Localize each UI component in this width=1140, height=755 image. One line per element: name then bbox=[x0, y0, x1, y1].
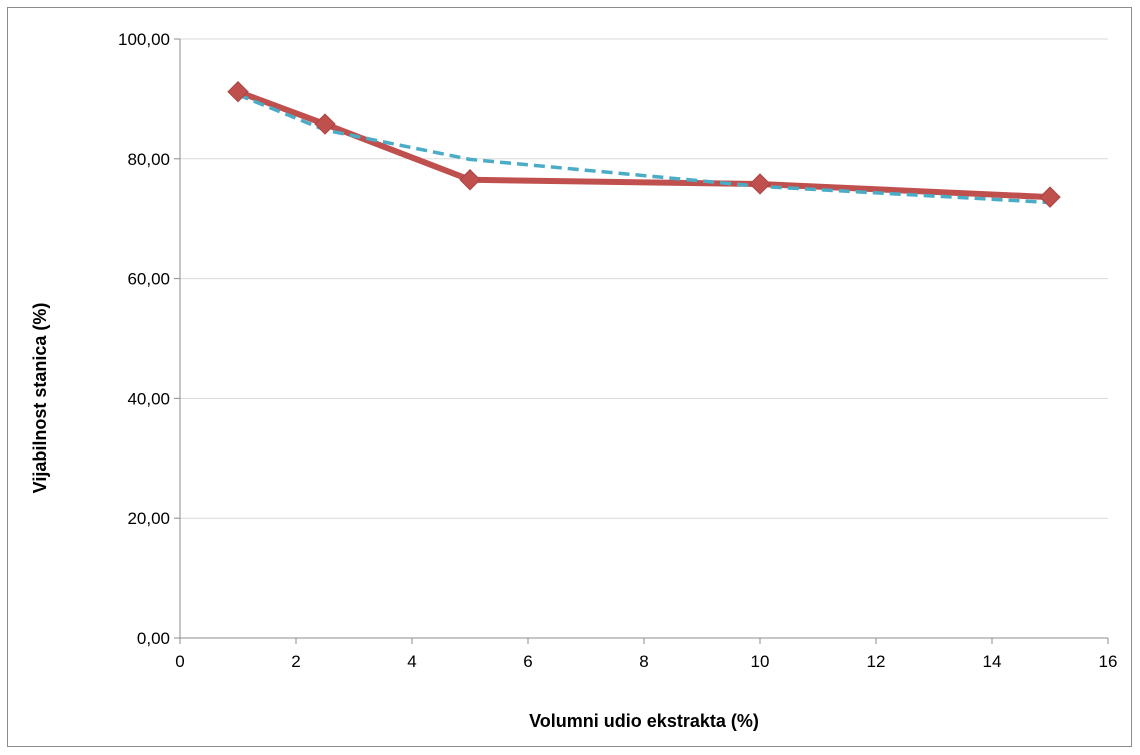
x-tick-labels: 0 2 4 6 8 10 12 14 16 bbox=[175, 652, 1117, 671]
y-tick-label: 0,00 bbox=[137, 629, 170, 648]
gridlines bbox=[180, 38, 1108, 519]
y-axis-title: Vijabilnost stanica (%) bbox=[30, 303, 50, 494]
x-tick-label: 12 bbox=[867, 652, 886, 671]
trendline bbox=[237, 93, 1051, 205]
x-tick-label: 16 bbox=[1099, 652, 1118, 671]
x-tick-label: 4 bbox=[407, 652, 416, 671]
data-point-marker bbox=[1039, 186, 1061, 208]
y-tick-label: 20,00 bbox=[127, 509, 170, 528]
x-tick-label: 0 bbox=[175, 652, 184, 671]
y-tick-labels: 0,00 20,00 40,00 60,00 80,00 100,00 bbox=[118, 30, 170, 648]
x-axis-title: Volumni udio ekstrakta (%) bbox=[529, 711, 759, 731]
data-point-marker bbox=[314, 113, 336, 135]
data-series-line bbox=[236, 88, 1051, 201]
x-tick-label: 6 bbox=[523, 652, 532, 671]
y-tick-label: 80,00 bbox=[127, 150, 170, 169]
data-point-marker bbox=[459, 169, 481, 191]
y-tick-label: 40,00 bbox=[127, 389, 170, 408]
data-point-marker bbox=[749, 173, 771, 195]
chart-frame bbox=[7, 7, 1132, 747]
y-tick-label: 60,00 bbox=[127, 270, 170, 289]
x-tick-label: 2 bbox=[291, 652, 300, 671]
y-tick-label: 100,00 bbox=[118, 30, 170, 49]
x-tick-label: 8 bbox=[639, 652, 648, 671]
data-point-marker bbox=[227, 81, 249, 103]
x-tick-label: 10 bbox=[751, 652, 770, 671]
series-layer bbox=[227, 81, 1061, 208]
axes bbox=[174, 38, 1109, 644]
x-tick-label: 14 bbox=[983, 652, 1002, 671]
